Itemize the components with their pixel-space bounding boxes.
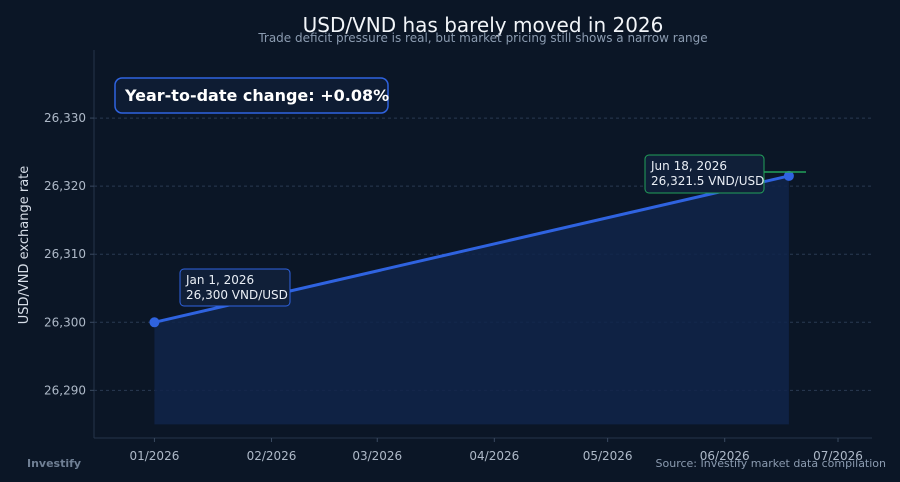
x-tick-label: 05/2026: [583, 449, 633, 463]
x-tick-label: 07/2026: [813, 449, 863, 463]
x-tick-label: 03/2026: [352, 449, 402, 463]
area-fill: [154, 175, 789, 425]
data-point: [149, 317, 160, 328]
x-tick-label: 02/2026: [247, 449, 297, 463]
source-note: Source: Investify market data compilatio…: [656, 457, 886, 470]
badge-text: Year-to-date change: +0.08%: [124, 86, 389, 105]
x-tick-label: 04/2026: [469, 449, 519, 463]
annotation-end: Jun 18, 2026 26,321.5 VND/USD: [644, 154, 806, 194]
x-tick-label: 01/2026: [129, 449, 179, 463]
brand-label: Investify: [27, 457, 81, 470]
y-axis-label: USD/VND exchange rate: [17, 166, 32, 325]
y-tick-label: 26,330: [44, 111, 86, 125]
annotation-start-date: Jan 1, 2026: [185, 273, 254, 287]
annotation-start: Jan 1, 2026 26,300 VND/USD: [179, 268, 291, 307]
chart-title: USD/VND has barely moved in 2026: [303, 13, 664, 37]
y-tick-label: 26,310: [44, 247, 86, 261]
badge-box: [114, 77, 389, 114]
x-tick-label: 06/2026: [700, 449, 750, 463]
series-points: [149, 170, 794, 328]
y-tick-label: 26,300: [44, 315, 86, 329]
annotation-start-box: [179, 268, 291, 307]
y-tick-label: 26,290: [44, 383, 86, 397]
x-axis-ticks: 01/2026 02/2026 03/2026 04/2026 05/2026 06/20…: [129, 438, 863, 463]
badge: Year-to-date change: +0.08%: [114, 77, 389, 114]
data-point: [783, 170, 794, 181]
annotation-end-date: Jun 18, 2026: [650, 159, 727, 173]
chart-subtitle: Trade deficit pressure is real, but mark…: [257, 31, 707, 45]
annotation-end-box: [644, 154, 765, 194]
area-fill-path: [154, 175, 789, 425]
annotation-start-value: 26,300 VND/USD: [186, 288, 288, 302]
annotation-end-value: 26,321.5 VND/USD: [651, 174, 764, 188]
y-axis-ticks: 26,290 26,300 26,310 26,320 26,330: [44, 111, 94, 397]
y-tick-label: 26,320: [44, 179, 86, 193]
